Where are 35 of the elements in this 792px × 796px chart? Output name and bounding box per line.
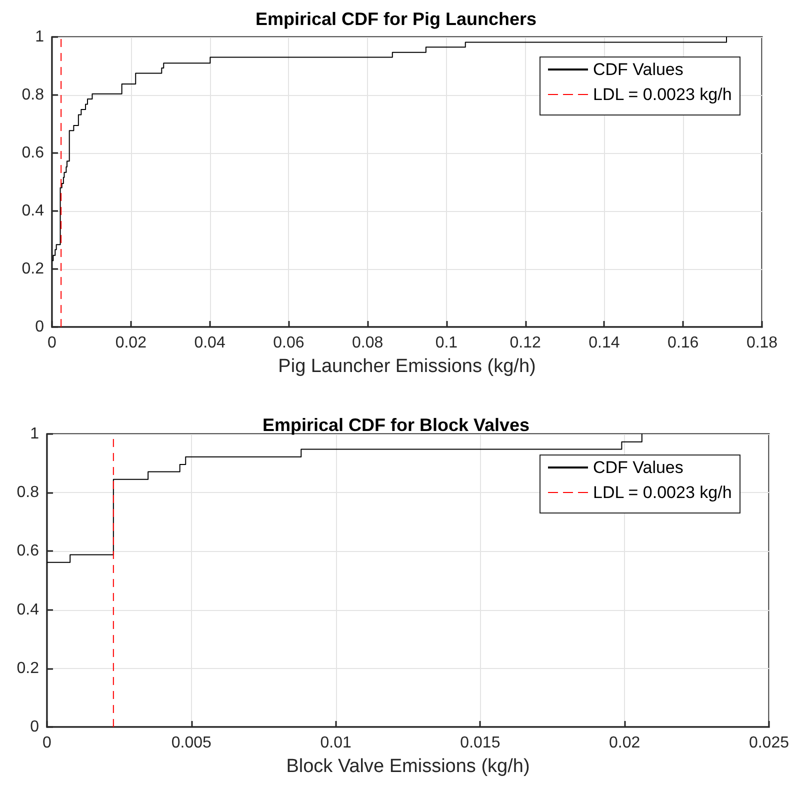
x-tick-label: 0.04 bbox=[194, 334, 226, 352]
chart-title: Empirical CDF for Pig Launchers bbox=[255, 9, 537, 29]
y-tick-label: 0 bbox=[35, 318, 44, 336]
x-tick-label: 0.005 bbox=[171, 734, 212, 752]
x-tick-label: 0.06 bbox=[273, 334, 304, 352]
x-tick-label: 0.16 bbox=[668, 334, 699, 352]
legend-label: CDF Values bbox=[593, 60, 684, 79]
x-tick-label: 0.08 bbox=[352, 334, 384, 352]
y-tick-label: 0.2 bbox=[22, 260, 44, 278]
legend-label: CDF Values bbox=[593, 458, 684, 477]
x-tick-label: 0.1 bbox=[435, 334, 458, 352]
x-tick-label: 0.18 bbox=[746, 334, 778, 352]
x-tick-label: 0 bbox=[48, 334, 57, 352]
legend-label: LDL = 0.0023 kg/h bbox=[593, 85, 732, 104]
x-axis-title: Block Valve Emissions (kg/h) bbox=[286, 756, 530, 777]
y-tick-label: 0.6 bbox=[16, 542, 40, 560]
x-tick-label: 0.14 bbox=[588, 334, 620, 352]
y-tick-label: 0.8 bbox=[16, 484, 40, 502]
y-tick-label: 0 bbox=[30, 718, 40, 736]
x-axis-title: Pig Launcher Emissions (kg/h) bbox=[278, 356, 536, 377]
y-tick-label: 1 bbox=[35, 28, 44, 46]
x-tick-label: 0.025 bbox=[748, 734, 790, 752]
legend-label: LDL = 0.0023 kg/h bbox=[593, 483, 732, 502]
y-tick-label: 0.4 bbox=[16, 601, 40, 618]
x-tick-label: 0.12 bbox=[510, 334, 542, 352]
y-tick-label: 0.8 bbox=[22, 86, 44, 104]
y-tick-label: 0.4 bbox=[22, 202, 44, 220]
x-tick-label: 0.02 bbox=[609, 734, 640, 752]
x-tick-label: 0.02 bbox=[115, 334, 147, 352]
y-tick-label: 0.6 bbox=[22, 144, 44, 162]
y-tick-label: 0.2 bbox=[16, 660, 40, 677]
chart-title: Empirical CDF for Block Valves bbox=[262, 415, 530, 435]
x-tick-label: 0.015 bbox=[460, 734, 500, 752]
y-tick-label: 1 bbox=[30, 426, 40, 442]
x-tick-label: 0.01 bbox=[320, 734, 352, 752]
